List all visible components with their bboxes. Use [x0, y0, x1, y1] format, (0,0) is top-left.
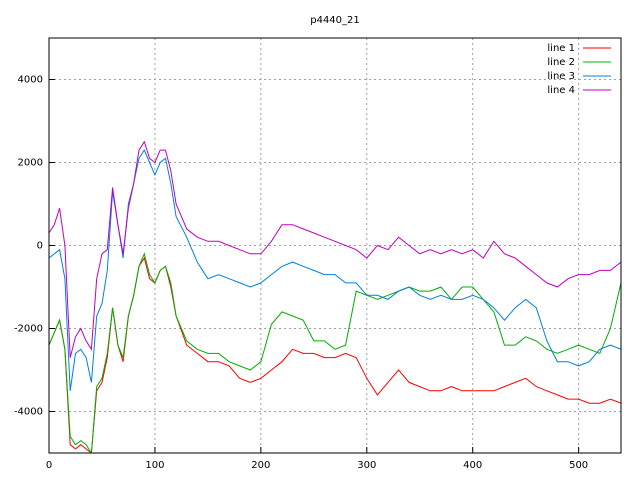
y-tick-label: -4000: [14, 407, 43, 418]
plot-border: [48, 37, 622, 454]
chart-title: p4440_21: [310, 15, 360, 26]
series-line: [49, 256, 621, 453]
legend-label: line 4: [547, 85, 575, 96]
x-tick-label: 0: [46, 460, 52, 471]
plot-area: [49, 140, 621, 453]
y-tick-label: 0: [37, 241, 43, 252]
x-tick-label: 400: [463, 460, 482, 471]
series-line: [49, 140, 621, 358]
legend-label: line 2: [547, 57, 575, 68]
legend-label: line 1: [547, 43, 575, 54]
x-tick-label: 200: [251, 460, 270, 471]
x-tick-label: 300: [357, 460, 376, 471]
x-tick-label: 100: [145, 460, 164, 471]
legend-label: line 3: [547, 71, 575, 82]
series-line: [49, 149, 621, 391]
x-tick-label: 500: [569, 460, 588, 471]
series-line: [49, 252, 621, 453]
y-tick-label: 4000: [18, 75, 43, 86]
y-tick-label: 2000: [18, 158, 43, 169]
y-tick-label: -2000: [14, 324, 43, 335]
